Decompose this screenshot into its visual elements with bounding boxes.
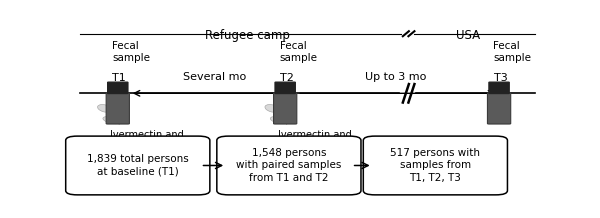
Text: 1,839 total persons
at baseline (T1): 1,839 total persons at baseline (T1) <box>87 154 188 177</box>
FancyBboxPatch shape <box>364 136 508 195</box>
Text: Ivermectin and
albendazole: Ivermectin and albendazole <box>110 130 184 153</box>
Text: Up to 3 mo: Up to 3 mo <box>365 72 427 82</box>
Text: Fecal
sample: Fecal sample <box>112 41 150 63</box>
FancyBboxPatch shape <box>107 82 128 94</box>
Text: 517 persons with
samples from
T1, T2, T3: 517 persons with samples from T1, T2, T3 <box>391 148 481 183</box>
Text: Fecal
sample: Fecal sample <box>280 41 317 63</box>
Text: USA: USA <box>456 29 480 42</box>
FancyBboxPatch shape <box>489 82 509 94</box>
Text: T3: T3 <box>493 73 507 83</box>
FancyBboxPatch shape <box>66 136 210 195</box>
Text: T1: T1 <box>112 73 126 83</box>
FancyBboxPatch shape <box>275 82 295 94</box>
FancyBboxPatch shape <box>487 93 511 124</box>
Text: T2: T2 <box>280 73 293 83</box>
Text: Ivermectin and
albendazole: Ivermectin and albendazole <box>278 130 352 153</box>
FancyBboxPatch shape <box>274 93 297 124</box>
Text: Several mo: Several mo <box>183 72 246 82</box>
Text: Refugee camp: Refugee camp <box>205 29 289 42</box>
Ellipse shape <box>103 117 119 124</box>
Text: Fecal
sample: Fecal sample <box>493 41 532 63</box>
Ellipse shape <box>271 117 287 124</box>
Text: 1,548 persons
with paired samples
from T1 and T2: 1,548 persons with paired samples from T… <box>236 148 341 183</box>
FancyBboxPatch shape <box>217 136 361 195</box>
Ellipse shape <box>265 105 280 112</box>
FancyBboxPatch shape <box>106 93 130 124</box>
Ellipse shape <box>98 105 112 112</box>
